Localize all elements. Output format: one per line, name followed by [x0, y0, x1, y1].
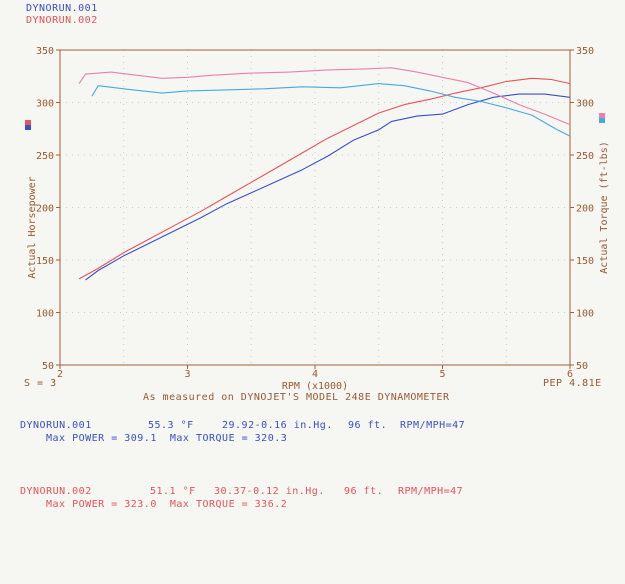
dyno-caption: As measured on DYNOJET'S MODEL 248E DYNA… [143, 392, 450, 403]
run1-temp: 55.3 °F [148, 420, 194, 431]
y-axis-title: Actual Horsepower [27, 176, 38, 278]
x-tick-label: 3 [184, 369, 190, 380]
series-line-horsepower-2 [78, 77, 571, 280]
x-tick-label: 6 [567, 369, 573, 380]
y2-axis-title: Actual Torque (ft-lbs) [599, 141, 610, 273]
run1-summary: Max POWER = 309.1 Max TORQUE = 320.3 [46, 433, 288, 444]
left-axis-marker-icon [25, 120, 31, 130]
x-tick-label: 4 [312, 369, 318, 380]
legend-run1: DYNORUN.001 [26, 3, 98, 14]
y2-tick-label: 300 [576, 99, 594, 110]
y-tick-label: 100 [36, 309, 54, 320]
run1-baro: 29.92-0.16 in.Hg. [222, 420, 333, 431]
y-tick-label: 50 [42, 361, 54, 372]
run2-rpm-mph: RPM/MPH=47 [398, 486, 464, 497]
run2-temp: 51.1 °F [150, 486, 196, 497]
y-tick-label: 150 [36, 256, 54, 267]
run1-rpm-mph: RPM/MPH=47 [400, 420, 466, 431]
series-line-torque-1 [91, 83, 571, 137]
run1-name: DYNORUN.001 [20, 420, 92, 431]
series-line-torque-2 [78, 67, 571, 126]
y-tick-label: 200 [36, 204, 54, 215]
series-line-horsepower-1 [85, 93, 571, 281]
y-tick-label: 300 [36, 99, 54, 110]
legend-run2: DYNORUN.002 [26, 15, 98, 26]
y-tick-label: 350 [36, 46, 54, 57]
y2-tick-label: 150 [576, 256, 594, 267]
y2-tick-label: 350 [576, 46, 594, 57]
y-tick-label: 250 [36, 151, 54, 162]
x-axis-title: RPM (x1000) [282, 381, 348, 392]
pep-label: PEP 4.81E [543, 378, 602, 389]
smoothing-label: S = 3 [24, 378, 57, 389]
run2-name: DYNORUN.002 [20, 486, 92, 497]
x-tick-label: 5 [439, 369, 445, 380]
right-axis-marker-icon [599, 113, 605, 123]
y2-tick-label: 50 [576, 361, 588, 372]
y2-tick-label: 250 [576, 151, 594, 162]
run1-elev: 96 ft. [348, 420, 388, 431]
run2-baro: 30.37-0.12 in.Hg. [214, 486, 325, 497]
run2-elev: 96 ft. [344, 486, 384, 497]
x-tick-label: 2 [57, 369, 63, 380]
y2-tick-label: 100 [576, 309, 594, 320]
run2-summary: Max POWER = 323.0 Max TORQUE = 336.2 [46, 499, 288, 510]
y2-tick-label: 200 [576, 204, 594, 215]
